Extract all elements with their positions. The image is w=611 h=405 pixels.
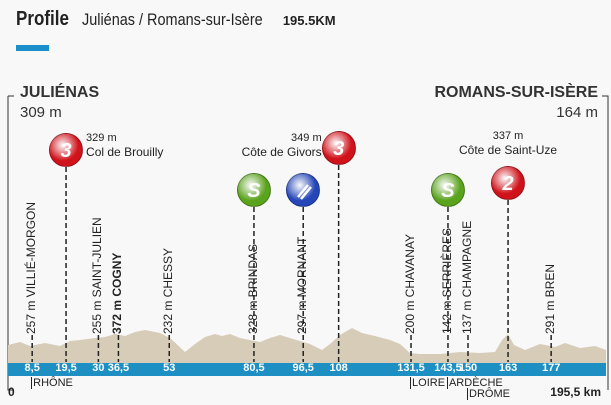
place-altitude: 372 m [110, 296, 125, 334]
route: Juliénas / Romans-sur-Isère [82, 10, 263, 29]
km-label: 131,5 [397, 362, 425, 374]
km-label: 177 [541, 362, 561, 374]
km-label: 150 [458, 362, 478, 374]
place-altitude: 232 m [161, 297, 176, 334]
km-label: 108 [329, 362, 348, 374]
header: Profile Juliénas / Romans-sur-Isère 195.… [16, 8, 336, 31]
page-title: Profile [16, 8, 69, 30]
climb-category-badge: 3 [321, 131, 356, 165]
feed-zone-icon [286, 173, 321, 207]
place-name: BREN [543, 263, 558, 298]
place-name: MORNANT [295, 236, 310, 298]
place-label: 372 m COGNY [110, 253, 124, 334]
place-label: 291 m BREN [543, 264, 557, 334]
place-name: VILLIÉ-MORGON [24, 201, 39, 298]
km-label: 53 [163, 362, 176, 374]
place-name: SERRIÈRES [439, 227, 454, 298]
sprint-badge: S [236, 173, 271, 207]
place-altitude: 142 m [439, 297, 454, 334]
distance-bar [8, 363, 606, 376]
title-underline [16, 45, 49, 51]
place-label: 297 m MORNANT [295, 237, 309, 334]
climb-category-badge: 3 [49, 133, 84, 167]
river-label: RHÔNE [31, 377, 73, 389]
place-label: 232 m CHESSY [161, 248, 175, 334]
river-label: LOIRE [410, 377, 446, 389]
place-altitude: 255 m [90, 297, 105, 334]
km-label: 36,5 [107, 362, 130, 374]
finish-altitude: 164 m [556, 104, 598, 121]
place-name: COGNY [110, 252, 125, 297]
place-name: SAINT-JULIEN [90, 217, 105, 298]
climb-label: 349 m Côte de Givors [241, 132, 322, 159]
climb-label: 337 m Côte de Saint-Uze [459, 130, 558, 157]
river-label: DRÔME [467, 388, 510, 400]
start-city: JULIÉNAS [20, 84, 100, 101]
climb-label: 329 m Col de Brouilly [86, 132, 164, 159]
km-label: 8,5 [24, 362, 40, 374]
terrain [8, 328, 606, 363]
place-altitude: 297 m [295, 297, 310, 334]
sprint-badge: S [430, 173, 465, 207]
chart-frame [7, 95, 609, 391]
km-label: 143,5 [434, 362, 462, 374]
km-label: 80,5 [243, 362, 265, 374]
place-name: CHAVANAY [403, 233, 418, 298]
start-altitude: 309 m [20, 104, 62, 121]
place-altitude: 291 m [543, 297, 558, 334]
km-label: 19,5 [55, 362, 77, 374]
axis-end: 195,5 km [550, 385, 601, 399]
place-altitude: 137 m [460, 297, 474, 334]
distance: 195.5KM [282, 13, 336, 28]
finish-city: ROMANS-SUR-ISÈRE [434, 84, 598, 101]
km-label: 163 [498, 362, 518, 374]
place-name: CHESSY [161, 247, 176, 298]
place-name: BRINDAS [245, 243, 260, 298]
place-name: CHAMPAGNE [460, 220, 474, 298]
place-altitude: 257 m [24, 297, 39, 334]
place-label: 328 m BRINDAS [246, 244, 260, 334]
place-label: 255 m SAINT-JULIEN [90, 217, 104, 334]
place-label: 257 m VILLIÉ-MORGON [24, 202, 38, 334]
axis-start: 0 [8, 385, 15, 399]
place-altitude: 200 m [403, 297, 418, 334]
place-altitude: 328 m [245, 297, 260, 334]
km-label: 30 [92, 362, 105, 374]
river-label: ARDÈCHE [446, 377, 503, 389]
place-label: 200 m CHAVANAY [403, 234, 417, 334]
km-label: 96,5 [292, 362, 314, 374]
place-label: 137 m CHAMPAGNE [460, 221, 474, 334]
climb-category-badge: 2 [491, 166, 526, 200]
place-label: 142 m SERRIÈRES [440, 228, 454, 334]
